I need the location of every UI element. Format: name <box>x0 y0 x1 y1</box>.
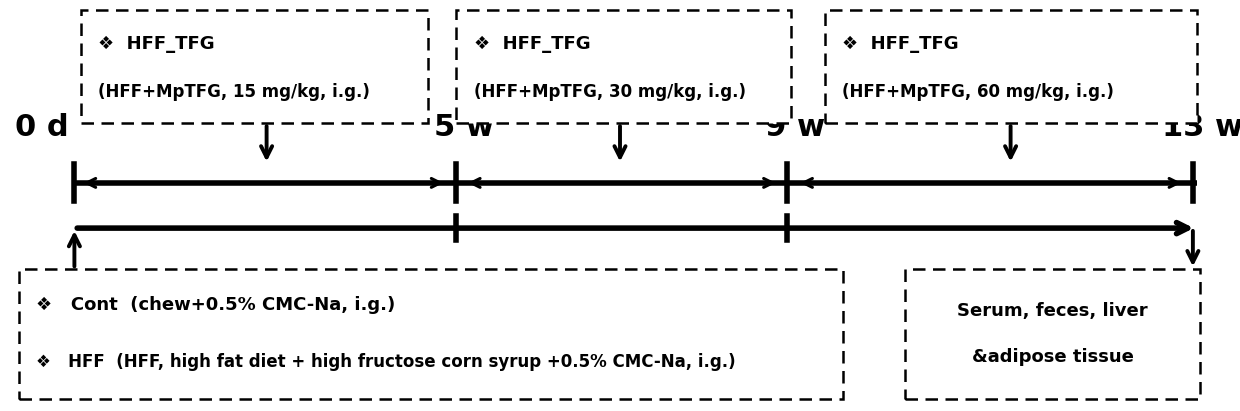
FancyBboxPatch shape <box>456 10 791 123</box>
FancyBboxPatch shape <box>19 269 843 399</box>
Text: 0 d: 0 d <box>15 113 68 142</box>
Text: 9 w: 9 w <box>765 113 825 142</box>
Text: (HFF+MpTFG, 60 mg/kg, i.g.): (HFF+MpTFG, 60 mg/kg, i.g.) <box>842 83 1114 101</box>
Text: 5 w: 5 w <box>434 113 494 142</box>
Text: 13 w: 13 w <box>1162 113 1240 142</box>
FancyBboxPatch shape <box>81 10 428 123</box>
Text: ❖   Cont  (chew+0.5% CMC-Na, i.g.): ❖ Cont (chew+0.5% CMC-Na, i.g.) <box>36 296 396 314</box>
Text: ❖   HFF  (HFF, high fat diet + high fructose corn syrup +0.5% CMC-Na, i.g.): ❖ HFF (HFF, high fat diet + high fructos… <box>36 353 735 372</box>
Text: &adipose tissue: &adipose tissue <box>972 348 1133 366</box>
FancyBboxPatch shape <box>905 269 1200 399</box>
Text: (HFF+MpTFG, 15 mg/kg, i.g.): (HFF+MpTFG, 15 mg/kg, i.g.) <box>98 83 370 101</box>
Text: ❖  HFF_TFG: ❖ HFF_TFG <box>98 35 215 53</box>
Text: (HFF+MpTFG, 30 mg/kg, i.g.): (HFF+MpTFG, 30 mg/kg, i.g.) <box>474 83 745 101</box>
Text: Serum, feces, liver: Serum, feces, liver <box>957 302 1148 320</box>
FancyBboxPatch shape <box>825 10 1197 123</box>
Text: ❖  HFF_TFG: ❖ HFF_TFG <box>474 35 590 53</box>
Text: ❖  HFF_TFG: ❖ HFF_TFG <box>842 35 959 53</box>
